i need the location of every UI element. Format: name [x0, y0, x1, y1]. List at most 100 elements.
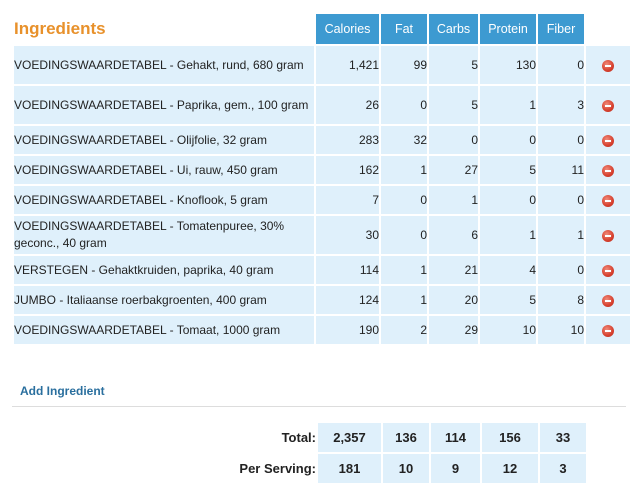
col-fat: Fat — [381, 14, 427, 44]
ingredient-name: VOEDINGSWAARDETABEL - Paprika, gem., 100… — [14, 86, 314, 124]
table-row: VOEDINGSWAARDETABEL - Olijfolie, 32 gram… — [14, 126, 630, 154]
delete-icon[interactable] — [602, 99, 614, 112]
ingredient-name: VOEDINGSWAARDETABEL - Tomatenpuree, 30% … — [14, 216, 314, 254]
calories-cell: 26 — [316, 86, 379, 124]
totals-table: Total: 2,357 136 114 156 33 Per Serving:… — [12, 421, 588, 485]
table-row: VOEDINGSWAARDETABEL - Tomatenpuree, 30% … — [14, 216, 630, 254]
delete-cell — [586, 186, 630, 214]
delete-icon[interactable] — [602, 264, 614, 277]
fiber-cell: 0 — [538, 126, 584, 154]
calories-cell: 7 — [316, 186, 379, 214]
table-row: VOEDINGSWAARDETABEL - Knoflook, 5 gram 7… — [14, 186, 630, 214]
fiber-cell: 0 — [538, 186, 584, 214]
delete-icon[interactable] — [602, 164, 614, 177]
carbs-cell: 1 — [429, 186, 478, 214]
delete-icon[interactable] — [602, 194, 614, 207]
fiber-cell: 0 — [538, 256, 584, 284]
carbs-cell: 0 — [429, 126, 478, 154]
fiber-cell: 10 — [538, 316, 584, 344]
delete-cell — [586, 86, 630, 124]
delete-icon[interactable] — [602, 229, 614, 242]
carbs-cell: 6 — [429, 216, 478, 254]
col-calories: Calories — [316, 14, 379, 44]
delete-cell — [586, 46, 630, 84]
serving-row: Per Serving: 181 10 9 12 3 — [14, 454, 586, 483]
serving-fat: 10 — [383, 454, 429, 483]
header-row: Ingredients Calories Fat Carbs Protein F… — [14, 14, 630, 44]
protein-cell: 0 — [480, 186, 536, 214]
carbs-cell: 20 — [429, 286, 478, 314]
total-fiber: 33 — [540, 423, 586, 452]
calories-cell: 162 — [316, 156, 379, 184]
calories-cell: 1,421 — [316, 46, 379, 84]
calories-cell: 114 — [316, 256, 379, 284]
section-title-text: Ingredients — [14, 19, 106, 38]
delete-cell — [586, 156, 630, 184]
total-calories: 2,357 — [318, 423, 381, 452]
delete-cell — [586, 316, 630, 344]
fiber-cell: 0 — [538, 46, 584, 84]
calories-cell: 124 — [316, 286, 379, 314]
fat-cell: 1 — [381, 156, 427, 184]
fiber-cell: 3 — [538, 86, 584, 124]
ingredient-name: JUMBO - Italiaanse roerbakgroenten, 400 … — [14, 286, 314, 314]
delete-icon[interactable] — [602, 134, 614, 147]
protein-cell: 5 — [480, 286, 536, 314]
fiber-cell: 11 — [538, 156, 584, 184]
total-fat: 136 — [383, 423, 429, 452]
ingredient-name: VOEDINGSWAARDETABEL - Knoflook, 5 gram — [14, 186, 314, 214]
fat-cell: 0 — [381, 186, 427, 214]
table-row: VOEDINGSWAARDETABEL - Gehakt, rund, 680 … — [14, 46, 630, 84]
delete-icon[interactable] — [602, 294, 614, 307]
fat-cell: 99 — [381, 46, 427, 84]
carbs-cell: 21 — [429, 256, 478, 284]
protein-cell: 1 — [480, 86, 536, 124]
delete-icon[interactable] — [602, 59, 614, 72]
table-row: VOEDINGSWAARDETABEL - Ui, rauw, 450 gram… — [14, 156, 630, 184]
fiber-cell: 8 — [538, 286, 584, 314]
table-row: VERSTEGEN - Gehaktkruiden, paprika, 40 g… — [14, 256, 630, 284]
add-ingredient-link[interactable]: Add Ingredient — [20, 384, 105, 398]
delete-icon[interactable] — [602, 324, 614, 337]
fat-cell: 0 — [381, 86, 427, 124]
ingredient-name: VERSTEGEN - Gehaktkruiden, paprika, 40 g… — [14, 256, 314, 284]
col-actions — [586, 14, 630, 44]
ingredients-table: Ingredients Calories Fat Carbs Protein F… — [12, 12, 632, 346]
protein-cell: 0 — [480, 126, 536, 154]
total-row: Total: 2,357 136 114 156 33 — [14, 423, 586, 452]
delete-cell — [586, 256, 630, 284]
calories-cell: 190 — [316, 316, 379, 344]
calories-cell: 283 — [316, 126, 379, 154]
serving-calories: 181 — [318, 454, 381, 483]
carbs-cell: 5 — [429, 46, 478, 84]
ingredient-name: VOEDINGSWAARDETABEL - Tomaat, 1000 gram — [14, 316, 314, 344]
serving-carbs: 9 — [431, 454, 480, 483]
total-label: Total: — [281, 430, 316, 445]
table-row: VOEDINGSWAARDETABEL - Paprika, gem., 100… — [14, 86, 630, 124]
ingredient-name: VOEDINGSWAARDETABEL - Ui, rauw, 450 gram — [14, 156, 314, 184]
total-carbs: 114 — [431, 423, 480, 452]
total-protein: 156 — [482, 423, 538, 452]
col-protein: Protein — [480, 14, 536, 44]
ingredient-name: VOEDINGSWAARDETABEL - Gehakt, rund, 680 … — [14, 46, 314, 84]
protein-cell: 1 — [480, 216, 536, 254]
fat-cell: 1 — [381, 286, 427, 314]
table-row: VOEDINGSWAARDETABEL - Tomaat, 1000 gram … — [14, 316, 630, 344]
protein-cell: 4 — [480, 256, 536, 284]
table-row: JUMBO - Italiaanse roerbakgroenten, 400 … — [14, 286, 630, 314]
calories-cell: 30 — [316, 216, 379, 254]
col-carbs: Carbs — [429, 14, 478, 44]
delete-cell — [586, 216, 630, 254]
protein-cell: 5 — [480, 156, 536, 184]
section-title: Ingredients — [14, 14, 314, 44]
carbs-cell: 5 — [429, 86, 478, 124]
col-fiber: Fiber — [538, 14, 584, 44]
serving-fiber: 3 — [540, 454, 586, 483]
fat-cell: 1 — [381, 256, 427, 284]
fat-cell: 2 — [381, 316, 427, 344]
carbs-cell: 27 — [429, 156, 478, 184]
delete-cell — [586, 286, 630, 314]
carbs-cell: 29 — [429, 316, 478, 344]
serving-protein: 12 — [482, 454, 538, 483]
